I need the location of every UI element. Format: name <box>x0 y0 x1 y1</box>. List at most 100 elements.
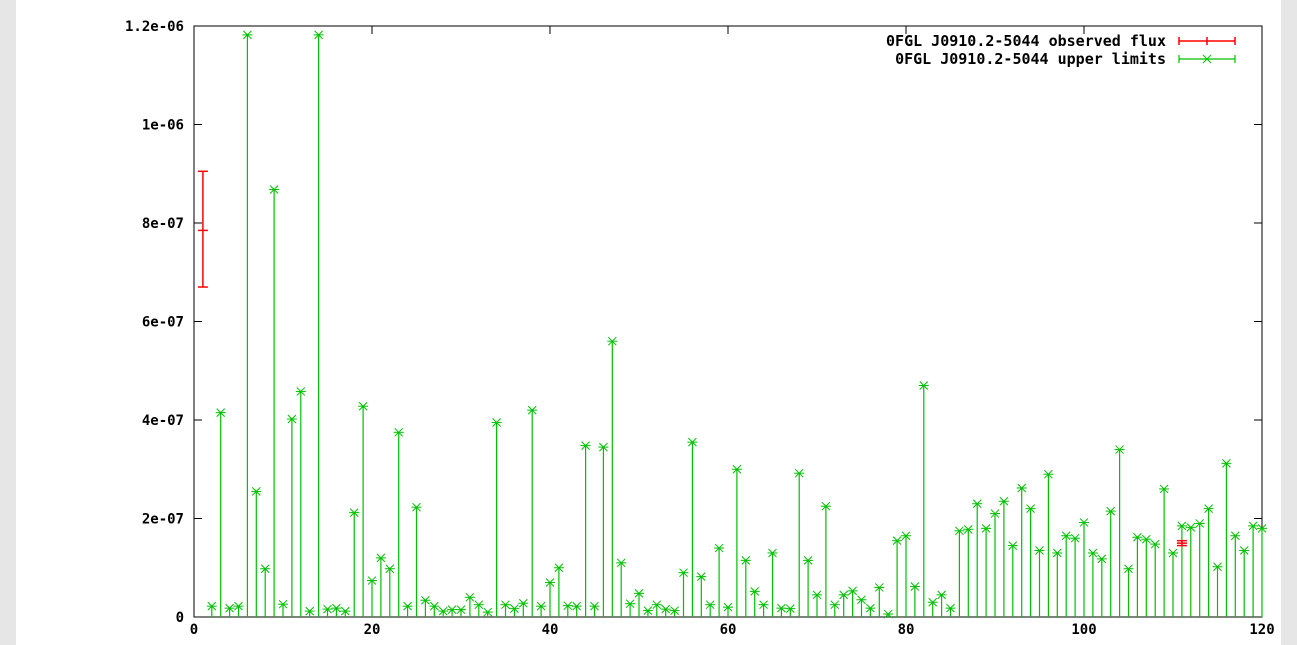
upper-limit-point <box>990 509 1000 518</box>
upper-limit-point <box>598 442 609 452</box>
upper-limit-point <box>1016 483 1027 493</box>
observed-flux-series <box>197 170 1187 547</box>
chart-frame: 0 2e-07 4e-07 6e-07 8e-07 1e-06 1.2e-06 0 20 40 60… <box>16 0 1281 645</box>
upper-limit-point <box>1159 484 1170 494</box>
upper-limits-series <box>206 30 1267 619</box>
upper-limit-point <box>847 586 858 596</box>
upper-limit-point <box>438 606 449 616</box>
upper-limit-point <box>1239 546 1250 555</box>
legend-marker <box>1202 54 1212 64</box>
upper-limit-point <box>1123 564 1134 574</box>
upper-limit-point <box>1168 548 1178 558</box>
upper-limit-point <box>963 524 974 534</box>
y-tick-label: 6e-07 <box>142 315 184 331</box>
upper-limit-point <box>491 418 502 427</box>
upper-limit-point <box>998 496 1009 506</box>
upper-limit-point <box>607 336 618 346</box>
upper-limit-point <box>1150 539 1161 549</box>
upper-limit-point <box>349 508 360 517</box>
upper-limit-point <box>945 603 956 613</box>
upper-limit-point <box>678 568 689 578</box>
upper-limit-point <box>1203 504 1214 514</box>
upper-limit-point <box>393 427 404 437</box>
upper-limit-point <box>749 587 760 596</box>
upper-limit-point <box>331 603 342 613</box>
upper-limit-point <box>820 501 831 511</box>
upper-limit-point <box>651 600 662 610</box>
upper-limit-point <box>527 405 538 415</box>
upper-limit-point <box>304 606 315 616</box>
upper-limit-point <box>865 603 876 613</box>
upper-limit-point <box>313 30 324 40</box>
upper-limit-point <box>1043 469 1054 479</box>
upper-limit-point <box>545 578 555 587</box>
upper-limit-point <box>233 601 244 611</box>
observed-flux-point <box>1176 539 1187 547</box>
upper-limit-point <box>758 600 769 610</box>
upper-limit-point <box>242 30 253 40</box>
upper-limit-point <box>687 437 698 447</box>
x-tick-label: 40 <box>542 622 559 638</box>
upper-limit-point <box>295 387 306 396</box>
y-tick-label: 1e-06 <box>142 118 184 134</box>
upper-limit-point <box>206 601 217 611</box>
upper-limit-point <box>224 603 235 613</box>
upper-limit-point <box>909 582 920 591</box>
upper-limit-point <box>1212 562 1223 572</box>
upper-limit-point <box>562 601 573 611</box>
upper-limit-point <box>972 499 983 509</box>
upper-limit-point <box>500 600 511 610</box>
upper-limit-point <box>215 408 226 417</box>
upper-limit-point <box>1221 458 1232 468</box>
upper-limit-point <box>464 592 475 602</box>
upper-limit-point <box>553 563 564 573</box>
upper-limit-point <box>838 590 849 600</box>
upper-limit-point <box>856 595 867 605</box>
y-tick-label: 2e-07 <box>142 512 184 528</box>
upper-limit-point <box>936 590 947 600</box>
upper-limit-point <box>731 464 742 474</box>
upper-limit-point <box>776 603 787 613</box>
upper-limit-point <box>384 564 395 574</box>
y-tick-label: 8e-07 <box>142 216 184 232</box>
upper-limit-point <box>954 526 965 536</box>
upper-limit-point <box>1070 533 1081 543</box>
upper-limit-point <box>901 531 911 541</box>
y-tick-label: 4e-07 <box>142 413 184 429</box>
upper-limit-point <box>1096 554 1107 564</box>
upper-limit-point <box>278 599 288 609</box>
upper-limit-point <box>260 564 271 574</box>
upper-limit-point <box>696 572 707 581</box>
upper-limit-point <box>518 598 529 608</box>
upper-limit-point <box>580 441 591 450</box>
upper-limit-point <box>1087 548 1098 558</box>
upper-limit-point <box>1025 504 1036 514</box>
upper-limit-point <box>286 414 297 424</box>
upper-limit-point <box>447 605 458 614</box>
upper-limit-point <box>794 468 805 478</box>
chart-svg: 0 2e-07 4e-07 6e-07 8e-07 1e-06 1.2e-06 0 20 40 60… <box>125 19 1275 638</box>
upper-limit-point <box>509 604 520 613</box>
upper-limit-point <box>981 523 992 533</box>
upper-limit-point <box>411 502 422 512</box>
x-tick-label: 100 <box>1071 622 1096 638</box>
upper-limit-point <box>767 548 778 558</box>
upper-limit-point <box>420 595 431 605</box>
upper-limit-point <box>589 601 600 611</box>
upper-limit-point <box>473 600 484 610</box>
upper-limit-point <box>571 601 582 611</box>
upper-limit-point <box>812 590 822 600</box>
upper-limit-point <box>785 604 796 613</box>
upper-limit-point <box>536 601 547 611</box>
upper-limit-point <box>616 558 627 568</box>
axes-layer: 0 2e-07 4e-07 6e-07 8e-07 1e-06 1.2e-06 0 20 40 60… <box>125 19 1275 638</box>
upper-limit-point <box>740 556 751 565</box>
upper-limit-point <box>358 401 369 411</box>
upper-limit-point <box>1052 548 1063 558</box>
upper-limit-point <box>269 185 280 194</box>
upper-limit-point <box>1230 531 1241 541</box>
upper-limit-point <box>634 589 644 598</box>
upper-limit-point <box>1114 445 1125 454</box>
upper-limit-point <box>892 536 903 546</box>
upper-limit-point <box>1257 523 1267 533</box>
